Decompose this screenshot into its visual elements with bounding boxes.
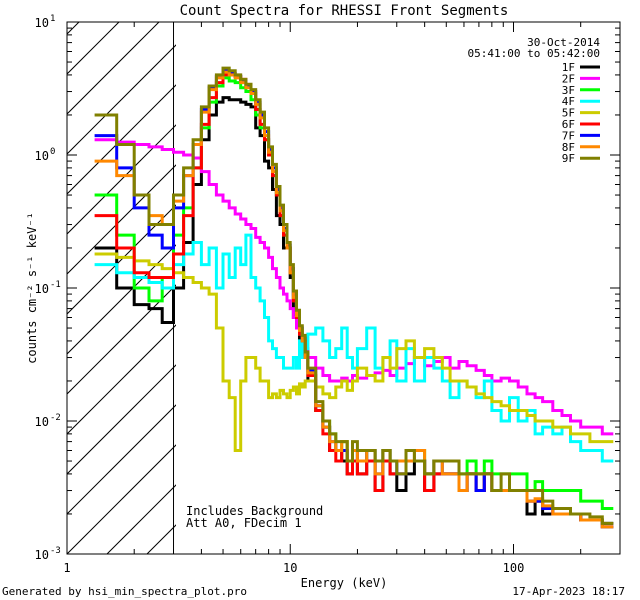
y-tick-label-base: 10 <box>35 149 49 163</box>
y-tick-label-base: 10 <box>35 16 49 30</box>
legend-label-3F: 3F <box>562 84 575 97</box>
date-label: 30-Oct-2014 <box>527 36 600 49</box>
hatch-line <box>67 44 176 155</box>
timestamp-footer: 17-Apr-2023 18:17 <box>512 585 625 598</box>
hatch-line <box>67 404 176 515</box>
y-tick-label: 10 1 <box>35 14 56 30</box>
y-tick-label: 10 -3 <box>35 546 61 562</box>
hatch-line <box>67 22 160 115</box>
hatch-line <box>67 364 176 475</box>
y-tick-label: 10 -2 <box>35 413 61 429</box>
y-tick-label-exponent: -1 <box>50 280 61 290</box>
legend-label-7F: 7F <box>562 129 575 142</box>
legend-label-2F: 2F <box>562 72 575 85</box>
annotation-attenuator: Att A0, FDecim 1 <box>186 516 302 530</box>
attenuator-hatched-region <box>0 0 176 554</box>
hatch-line <box>67 324 176 435</box>
x-axis-label: Energy (keV) <box>301 576 388 590</box>
y-tick-label-base: 10 <box>35 282 49 296</box>
hatch-line <box>0 0 107 554</box>
chart-title: Count Spectra for RHESSI Front Segments <box>180 3 509 19</box>
annotation-background: Includes Background <box>186 504 323 518</box>
legend-label-6F: 6F <box>562 118 575 131</box>
hatch-line <box>67 164 176 275</box>
legend-label-9F: 9F <box>562 152 575 165</box>
x-tick-label: 100 <box>503 561 525 575</box>
series-2F <box>94 138 614 436</box>
series-4F <box>94 233 614 463</box>
hatch-line <box>67 244 176 355</box>
y-tick-label-exponent: 1 <box>50 14 55 24</box>
y-tick-label-base: 10 <box>35 415 49 429</box>
series-9F <box>94 66 614 525</box>
legend-label-5F: 5F <box>562 107 575 120</box>
legend-label-4F: 4F <box>562 95 575 108</box>
y-tick-label: 10 -1 <box>35 280 61 296</box>
y-tick-label-exponent: -2 <box>50 413 61 423</box>
x-tick-label: 10 <box>283 561 297 575</box>
series-layer <box>94 66 614 529</box>
legend-label-8F: 8F <box>562 141 575 154</box>
time-range-label: 05:41:00 to 05:42:00 <box>468 47 600 60</box>
y-tick-label-exponent: 0 <box>50 147 55 157</box>
y-tick-label-exponent: -3 <box>50 546 61 556</box>
generated-by-footer: Generated by hsi_min_spectra_plot.pro <box>2 585 247 598</box>
hatch-line <box>67 22 80 35</box>
series-5F <box>94 252 614 452</box>
legend-label-1F: 1F <box>562 61 575 74</box>
hatch-line <box>67 444 176 554</box>
y-axis-label: counts cm⁻² s⁻¹ keV⁻¹ <box>25 212 39 364</box>
hatch-line <box>67 22 120 75</box>
hatch-line <box>67 204 176 315</box>
y-tick-label-base: 10 <box>35 548 49 562</box>
x-tick-label: 1 <box>63 561 70 575</box>
y-tick-label: 10 0 <box>35 147 56 163</box>
